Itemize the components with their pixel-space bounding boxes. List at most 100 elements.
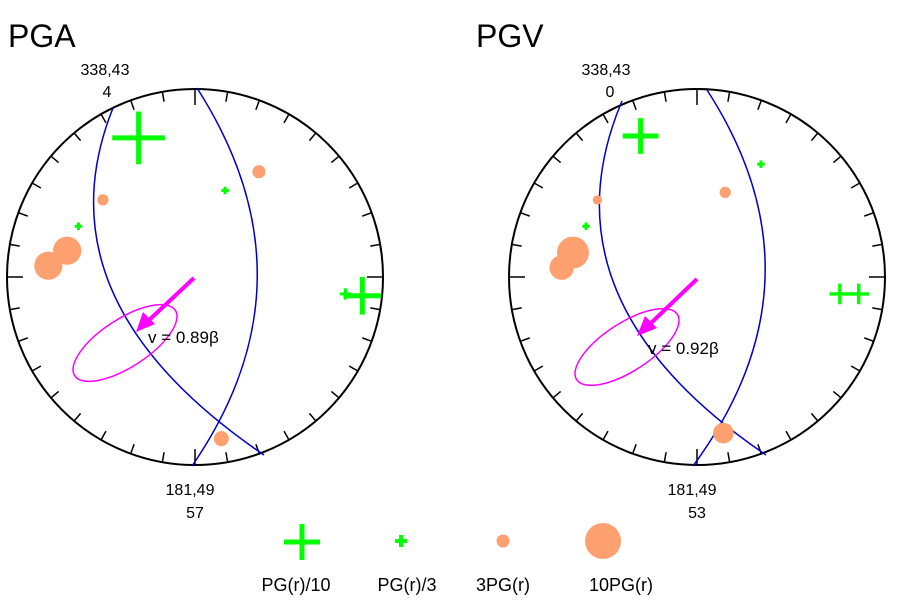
tick-mark [631, 100, 637, 110]
tick-mark [602, 430, 609, 441]
amplitude-cross [221, 186, 229, 195]
tick-mark [832, 155, 842, 164]
tick-mark [370, 243, 381, 247]
tick-mark [362, 337, 372, 343]
radiation-symbols [34, 111, 382, 447]
legend-symbol-dot-small [496, 534, 510, 548]
tick-mark [31, 182, 42, 189]
bottom-value-label: 57 [186, 505, 204, 522]
top-value-label: 0 [606, 84, 615, 101]
amplitude-cross [582, 222, 590, 230]
legend-label: 10PG(r) [589, 575, 653, 595]
velocity-label: v = 0.92β [648, 339, 719, 358]
panel-title: PGA [8, 18, 76, 54]
bottom-azimuth-label: 181,49 [668, 482, 717, 499]
nodal-plane-2 [191, 87, 258, 467]
tick-marks [509, 89, 885, 465]
tick-mark [330, 155, 340, 164]
arrow-head [637, 316, 657, 336]
amplitude-cross [343, 277, 382, 315]
tick-mark [348, 182, 359, 189]
top-azimuth-label: 338,43 [582, 62, 631, 79]
tick-mark [283, 113, 290, 124]
tick-mark [533, 182, 544, 189]
tick-mark [602, 113, 609, 124]
tick-mark [100, 430, 107, 441]
tick-mark [283, 430, 290, 441]
tick-mark [810, 412, 819, 422]
amplitude-cross [339, 288, 352, 300]
arrow-head [136, 312, 155, 332]
tick-mark [575, 412, 584, 422]
tick-mark [810, 132, 819, 142]
tick-mark [161, 91, 165, 102]
legend-label: 3PG(r) [476, 575, 530, 595]
tick-mark [850, 182, 861, 189]
tick-mark [757, 100, 763, 110]
stereonet: v = 0.92β [508, 88, 886, 467]
amplitude-dot [549, 255, 574, 280]
amplitude-cross [112, 111, 165, 165]
tick-mark [31, 365, 42, 372]
tick-mark [129, 100, 135, 110]
nodal-plane-1 [92, 107, 265, 456]
velocity-label: v = 0.89β [148, 328, 219, 347]
amplitude-dot [97, 194, 109, 206]
tick-mark [9, 307, 20, 311]
legend-symbol-dot-large [585, 523, 621, 559]
tick-mark [575, 132, 584, 142]
amplitude-cross [829, 283, 851, 305]
tick-mark [308, 132, 317, 142]
tick-mark [511, 243, 522, 247]
tick-mark [362, 211, 372, 217]
net-outline [6, 88, 384, 466]
amplitude-cross [622, 118, 659, 154]
tick-mark [225, 452, 229, 463]
net-outline [508, 88, 886, 466]
legend-symbol-cross-large [284, 524, 320, 560]
uncertainty-ellipse [72, 303, 178, 383]
tick-mark [727, 452, 731, 463]
tick-mark [9, 243, 20, 247]
tick-mark [552, 390, 562, 399]
tick-mark [50, 155, 60, 164]
tick-mark [370, 307, 381, 311]
stereonet: v = 0.89β [6, 87, 384, 467]
nodal-plane-2 [692, 89, 766, 467]
amplitude-dot [34, 251, 63, 280]
amplitude-cross [74, 222, 83, 230]
rupture-direction-arrow [647, 277, 699, 327]
tick-mark [832, 390, 842, 399]
tick-mark [785, 113, 792, 124]
tick-mark [129, 444, 135, 454]
tick-mark [100, 113, 107, 124]
tick-mark [348, 365, 359, 372]
tick-mark [330, 390, 340, 399]
tick-mark [18, 211, 28, 217]
panel-title: PGV [476, 18, 544, 54]
tick-mark [73, 132, 82, 142]
top-value-label: 4 [103, 84, 112, 101]
tick-mark [872, 307, 883, 311]
amplitude-cross [848, 283, 870, 305]
tick-mark [73, 412, 82, 422]
tick-mark [663, 91, 667, 102]
tick-mark [225, 91, 229, 102]
tick-mark [663, 452, 667, 463]
uncertainty-ellipse [574, 307, 680, 387]
amplitude-dot [53, 236, 82, 265]
tick-marks [7, 89, 383, 465]
legend-symbol-cross-small [395, 535, 407, 547]
amplitude-dot [712, 422, 734, 444]
panel-pga: PGA 338,43 4 181,49 57 v = 0.89β [6, 18, 384, 522]
panel-pgv: PGV 338,43 0 181,49 53 v = 0.92β [476, 18, 886, 522]
tick-mark [850, 365, 861, 372]
legend-label: PG(r)/10 [261, 575, 330, 595]
tick-mark [552, 155, 562, 164]
nodal-plane-1 [598, 100, 767, 456]
tick-mark [631, 444, 637, 454]
amplitude-dot [592, 195, 603, 205]
tick-mark [308, 412, 317, 422]
rupture-direction-arrow [145, 276, 196, 324]
